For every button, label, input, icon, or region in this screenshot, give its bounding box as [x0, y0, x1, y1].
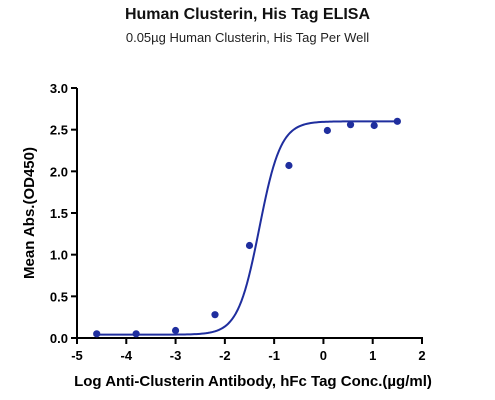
data-point	[211, 311, 219, 319]
y-tick-label: 1.0	[50, 248, 68, 263]
x-tick-label: 0	[320, 348, 327, 363]
data-point	[370, 121, 378, 130]
fit-curve	[96, 120, 398, 336]
data-points	[93, 117, 401, 338]
data-point	[393, 117, 401, 125]
y-tick-label: 2.0	[50, 164, 68, 179]
x-tick-label: 1	[369, 348, 376, 363]
data-point	[132, 330, 140, 338]
data-point	[93, 330, 101, 338]
x-tick-label: 2	[418, 348, 425, 363]
data-point	[171, 326, 180, 335]
x-tick-label: -1	[268, 348, 280, 363]
y-tick-label: 0.5	[50, 289, 68, 304]
y-tick-label: 0.0	[50, 331, 68, 346]
y-tick-label: 1.5	[50, 206, 68, 221]
y-tick-label: 3.0	[50, 81, 68, 96]
data-point	[346, 121, 355, 129]
chart-ticks: -5 -4 -3 -2 -1 0 1 2 0.0 0.5 1.0 1.5 2.0 2.5 3.0	[50, 81, 426, 363]
chart-title: Human Clusterin, His Tag ELISA	[124, 6, 371, 23]
data-point	[323, 126, 331, 135]
x-axis-label: Log Anti-Clusterin Antibody, hFc Tag Con…	[74, 373, 432, 390]
data-point	[245, 241, 254, 250]
x-tick-label: -3	[170, 348, 182, 363]
y-axis-label: Mean Abs.(OD450)	[21, 147, 38, 279]
chart-subtitle: 0.05µg Human Clusterin, His Tag Per Well	[125, 30, 370, 45]
x-tick-label: -4	[121, 348, 133, 363]
y-tick-label: 2.5	[50, 123, 68, 138]
data-point	[285, 161, 293, 170]
fit-curve-layer	[96, 120, 398, 336]
x-tick-label: -5	[71, 348, 83, 363]
x-tick-label: -2	[219, 348, 231, 363]
